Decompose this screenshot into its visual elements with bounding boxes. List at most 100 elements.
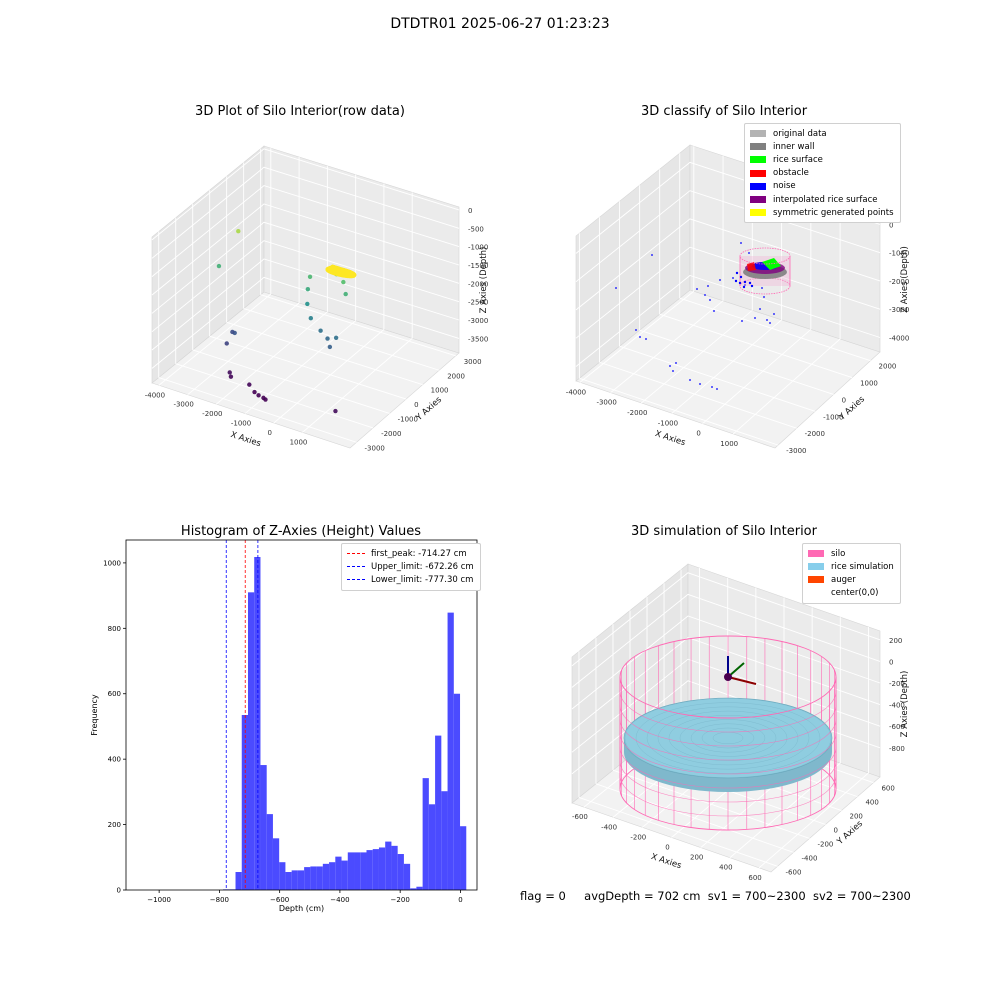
z-tick-label: -3000	[468, 317, 488, 325]
silo-mesh-ring	[619, 704, 837, 747]
y-tick-label: 0	[414, 401, 418, 409]
noise-point	[761, 287, 763, 289]
legend-swatch	[808, 563, 824, 571]
histogram-bar	[366, 850, 373, 890]
x-tick-label: −200	[391, 896, 410, 904]
noise-point	[773, 313, 775, 315]
data-point	[224, 341, 229, 346]
noise-point	[759, 308, 761, 310]
axis-pane-2	[263, 145, 460, 354]
z-tick-label: -400	[889, 702, 905, 710]
histogram-bar	[279, 862, 286, 890]
histogram-bar	[397, 854, 404, 890]
x-tick-label: 0	[665, 844, 669, 852]
panel-histogram: −1000 −800 −600 −400 −200 0 0 200 400 600 800 1000 D…	[90, 539, 478, 913]
histogram-bar	[453, 693, 461, 890]
rice-mesh-ring	[668, 715, 788, 761]
x-gridline	[273, 329, 385, 424]
x-gridline	[640, 309, 753, 404]
x-tick-label: 600	[748, 874, 761, 882]
noise-point	[739, 275, 743, 279]
histogram-bar	[291, 870, 298, 890]
x-gridline	[158, 293, 272, 386]
y-tick-label: -2000	[805, 430, 825, 438]
histogram-bar	[372, 849, 379, 890]
x-axis-label: X Axies	[229, 430, 262, 449]
y-tick-label: 800	[108, 625, 121, 633]
footer-sv2: sv2 = 700~2300	[812, 889, 911, 903]
z-tick-label: 200	[889, 637, 902, 645]
panel-raw-data-3d: -4000 -3000 -2000 -1000 0 1000 -3000 -2000 -1000…	[145, 145, 489, 452]
panel2-title: 3D classify of Silo Interior	[640, 104, 808, 119]
legend-swatch	[750, 130, 766, 138]
silo-mesh-ring	[619, 746, 837, 789]
histogram-bar	[347, 852, 355, 890]
legend-item-rice-surface: rice surface	[750, 153, 894, 166]
histogram-bar	[422, 778, 429, 890]
legend-label: rice simulation	[831, 561, 894, 572]
z-gridline	[151, 185, 460, 277]
rice-mesh-ring	[646, 706, 810, 770]
x-tick-label: -1000	[231, 420, 251, 428]
data-point	[247, 382, 252, 387]
y-tick-label: 200	[108, 821, 121, 829]
histogram-bar	[272, 838, 280, 890]
x-axis-label: X Axies	[654, 429, 687, 448]
noise-point	[713, 310, 715, 312]
z-gridline	[151, 240, 460, 333]
y-tick-label: -600	[786, 868, 802, 876]
legend-swatch	[750, 143, 766, 151]
z-gridline	[151, 276, 460, 369]
y-gridline	[612, 769, 810, 839]
noise-point	[696, 288, 698, 290]
data-point	[227, 370, 232, 375]
x-tick-label: −600	[270, 896, 289, 904]
z-tick-label: -2500	[468, 299, 488, 307]
noise-point	[689, 379, 691, 381]
z-gridline	[571, 572, 881, 667]
z-gridline	[151, 166, 460, 259]
y-gridline	[619, 345, 816, 412]
histogram-bar	[441, 791, 448, 890]
rice-mesh-ring	[635, 702, 821, 774]
legend-label: obstacle	[773, 168, 809, 179]
noise-point	[734, 279, 738, 283]
z-axis-label: Z Axies (Depth)	[900, 246, 910, 313]
z-tick-label: -2000	[468, 280, 488, 288]
z-tick-label: -2000	[889, 278, 909, 286]
z-tick-label: -3500	[468, 335, 488, 343]
x-gridline	[610, 300, 724, 394]
data-point	[236, 228, 241, 234]
legend-item-original-data: original data	[750, 127, 894, 140]
x-tick-label: -4000	[566, 388, 586, 396]
z-gridline	[151, 258, 460, 351]
footer-sv1: sv1 = 700~2300	[707, 889, 806, 903]
noise-point	[645, 338, 647, 340]
z-tick-label: -3000	[889, 306, 909, 314]
silo-mesh-ring	[619, 718, 837, 761]
noise-point	[709, 299, 711, 301]
legend-swatch	[750, 209, 766, 217]
x-tick-label: -400	[601, 823, 617, 831]
x-tick-label: 0	[268, 429, 272, 437]
legend-item-rice-simulation: rice simulation	[808, 560, 894, 573]
y-tick-label: -1000	[398, 415, 418, 423]
x-tick-label: 0	[696, 430, 700, 438]
x-tick-label: -4000	[145, 391, 165, 399]
histogram-plot-frame	[125, 539, 478, 891]
noise-point	[732, 277, 734, 279]
noise-point	[699, 383, 701, 385]
y-tick-label: -400	[802, 854, 818, 862]
x-tick-label: -200	[630, 833, 646, 841]
data-point	[263, 397, 268, 402]
x-gridline	[732, 338, 841, 435]
histogram-bar	[322, 863, 330, 890]
x-tick-label: −400	[330, 896, 349, 904]
z-tick-label: -1000	[468, 244, 488, 252]
x-tick-label: −1000	[147, 896, 171, 904]
panel1-title: 3D Plot of Silo Interior(row data)	[195, 104, 405, 119]
legend-swatch	[808, 589, 824, 597]
data-point	[305, 301, 310, 307]
noise-point	[639, 336, 641, 338]
z-gridline	[151, 221, 460, 314]
